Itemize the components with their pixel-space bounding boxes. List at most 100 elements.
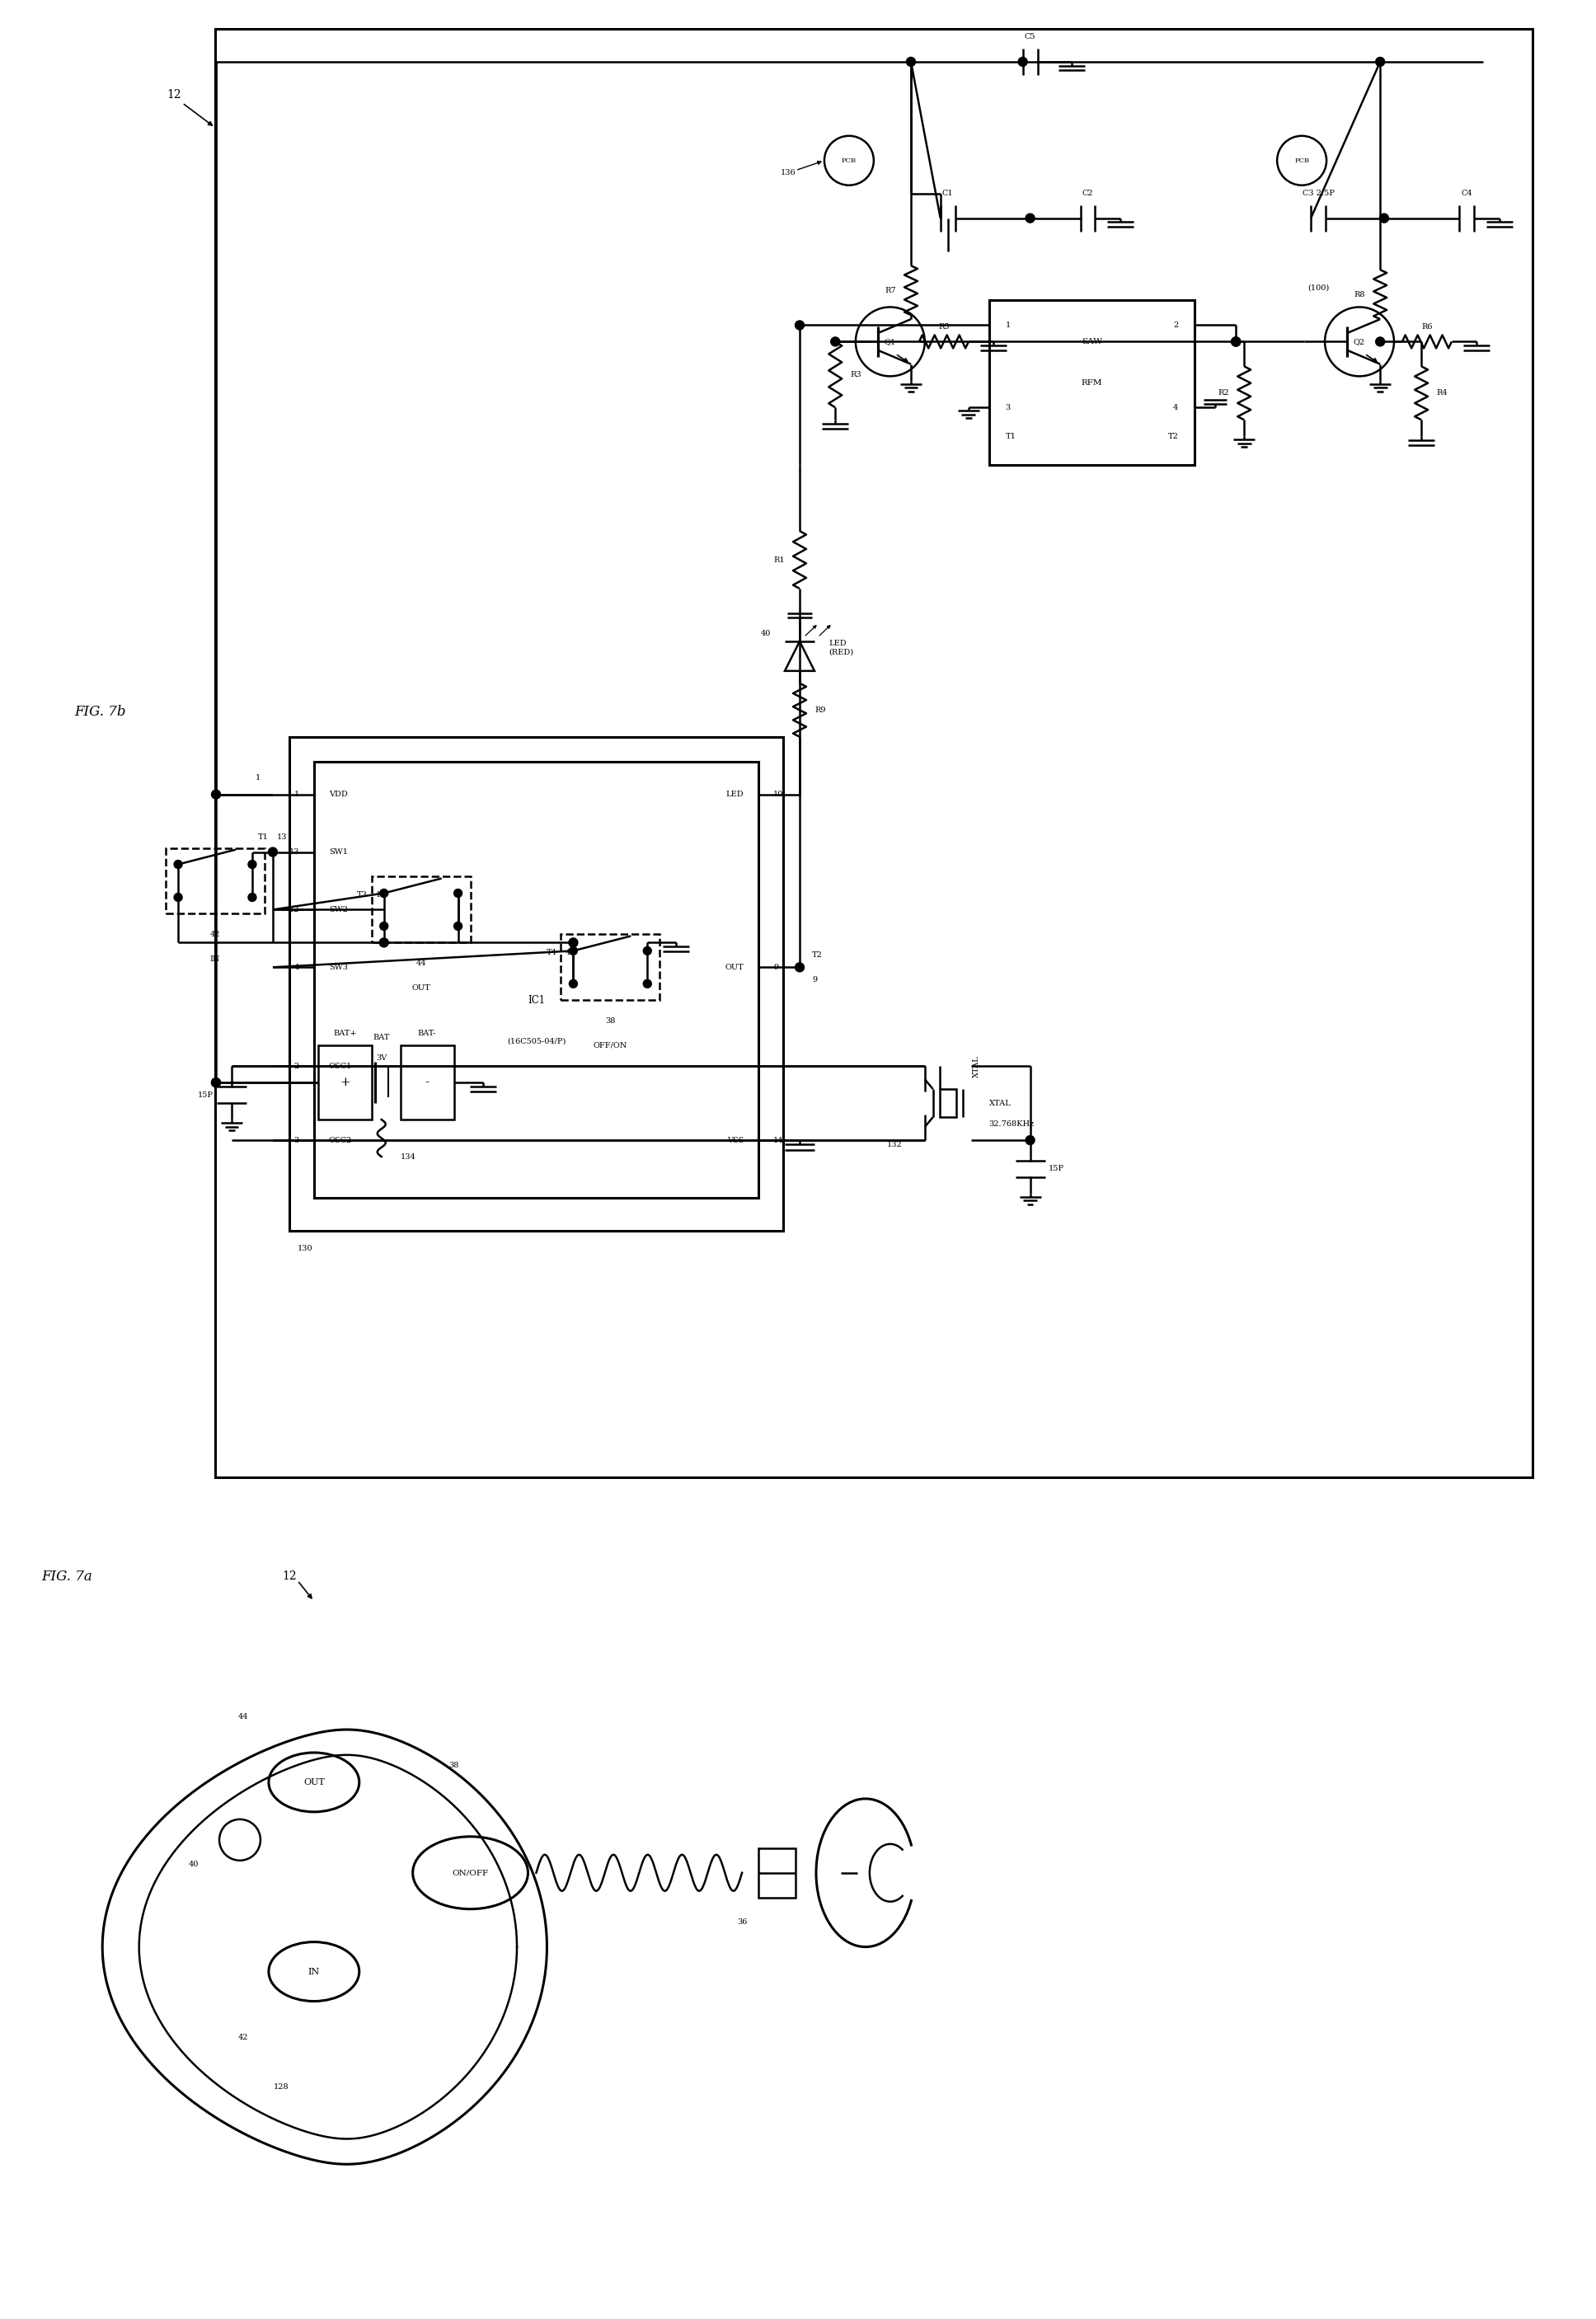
Circle shape bbox=[380, 939, 388, 946]
Circle shape bbox=[643, 979, 651, 988]
Text: C5: C5 bbox=[1025, 32, 1036, 42]
Text: 14: 14 bbox=[774, 1136, 784, 1143]
Text: XTAL: XTAL bbox=[972, 1055, 980, 1076]
Text: Q2: Q2 bbox=[1353, 339, 1365, 346]
Text: R7: R7 bbox=[884, 288, 895, 295]
Text: T2: T2 bbox=[1168, 434, 1178, 441]
Bar bbox=[758, 1848, 795, 1897]
Circle shape bbox=[570, 979, 578, 988]
Text: C4: C4 bbox=[1460, 190, 1472, 197]
Text: 9: 9 bbox=[812, 976, 817, 983]
Bar bbox=[318, 1046, 372, 1120]
Text: R8: R8 bbox=[1355, 290, 1365, 299]
Text: 4: 4 bbox=[565, 948, 570, 955]
Circle shape bbox=[832, 336, 839, 346]
Text: OUT: OUT bbox=[725, 965, 744, 972]
Circle shape bbox=[1018, 58, 1028, 67]
Circle shape bbox=[453, 888, 463, 897]
Circle shape bbox=[1376, 336, 1385, 346]
Text: Q1: Q1 bbox=[884, 339, 895, 346]
Text: PCB: PCB bbox=[841, 158, 857, 165]
Text: 9: 9 bbox=[774, 965, 779, 972]
Text: 130: 130 bbox=[297, 1245, 313, 1252]
Text: SAW: SAW bbox=[1082, 339, 1103, 346]
Text: R6: R6 bbox=[1422, 322, 1433, 332]
Text: 2: 2 bbox=[294, 1062, 298, 1069]
Bar bbox=[215, 28, 1532, 1477]
Text: 136: 136 bbox=[780, 169, 795, 176]
Text: SW3: SW3 bbox=[329, 965, 348, 972]
Text: C3 2.5P: C3 2.5P bbox=[1302, 190, 1334, 197]
Text: 1: 1 bbox=[255, 775, 260, 782]
Circle shape bbox=[795, 320, 804, 329]
Text: RFM: RFM bbox=[1082, 378, 1103, 387]
Text: 44: 44 bbox=[238, 1714, 247, 1721]
Text: OUT: OUT bbox=[412, 983, 431, 993]
Text: R5: R5 bbox=[938, 322, 950, 332]
Circle shape bbox=[247, 860, 257, 870]
Bar bbox=[289, 737, 784, 1231]
Text: IN: IN bbox=[211, 955, 220, 962]
Bar bbox=[560, 935, 659, 999]
Text: XTAL: XTAL bbox=[990, 1099, 1010, 1106]
Text: 12: 12 bbox=[375, 890, 386, 897]
Text: 32.768KHz: 32.768KHz bbox=[990, 1120, 1034, 1127]
Circle shape bbox=[268, 846, 278, 856]
Bar bbox=[372, 877, 471, 942]
Text: R9: R9 bbox=[814, 707, 825, 714]
Text: LED
(RED): LED (RED) bbox=[828, 640, 854, 656]
Text: 15P: 15P bbox=[1049, 1164, 1065, 1173]
Text: 3: 3 bbox=[1005, 404, 1010, 410]
Circle shape bbox=[907, 58, 916, 67]
Circle shape bbox=[212, 1078, 220, 1088]
Bar bbox=[401, 1046, 453, 1120]
Text: IC1: IC1 bbox=[528, 995, 544, 1006]
Text: T4: T4 bbox=[546, 948, 557, 955]
Text: IN: IN bbox=[308, 1967, 319, 1976]
Text: C1: C1 bbox=[942, 190, 953, 197]
Text: 40: 40 bbox=[188, 1860, 200, 1869]
Circle shape bbox=[212, 791, 220, 800]
Circle shape bbox=[643, 946, 651, 955]
Text: BAT+: BAT+ bbox=[334, 1030, 358, 1037]
Bar bbox=[166, 849, 265, 914]
Text: 2: 2 bbox=[1173, 322, 1178, 329]
Text: LED: LED bbox=[726, 791, 744, 798]
Text: VDD: VDD bbox=[329, 791, 348, 798]
Text: 15P: 15P bbox=[198, 1092, 214, 1099]
Text: R4: R4 bbox=[1436, 390, 1448, 397]
Text: 3: 3 bbox=[294, 1136, 298, 1143]
Text: BAT: BAT bbox=[373, 1034, 389, 1041]
Text: (16C505-04/P): (16C505-04/P) bbox=[508, 1037, 565, 1046]
Text: 40: 40 bbox=[761, 631, 771, 638]
Text: T2: T2 bbox=[812, 951, 822, 958]
Text: 42: 42 bbox=[211, 930, 220, 939]
Circle shape bbox=[174, 893, 182, 902]
Text: 12: 12 bbox=[166, 88, 182, 100]
Text: 12: 12 bbox=[289, 907, 298, 914]
Circle shape bbox=[212, 1078, 220, 1088]
Text: R2: R2 bbox=[1218, 390, 1229, 397]
Circle shape bbox=[1232, 336, 1240, 346]
Text: SW2: SW2 bbox=[329, 907, 348, 914]
Circle shape bbox=[1379, 213, 1389, 223]
Text: VSS: VSS bbox=[726, 1136, 744, 1143]
Text: 13: 13 bbox=[289, 849, 298, 856]
Circle shape bbox=[174, 860, 182, 870]
Text: OSC1: OSC1 bbox=[329, 1062, 353, 1069]
Text: 134: 134 bbox=[401, 1153, 417, 1160]
Text: (100): (100) bbox=[1307, 285, 1329, 292]
Bar bbox=[314, 761, 758, 1199]
Circle shape bbox=[1232, 336, 1240, 346]
Text: +: + bbox=[340, 1076, 351, 1088]
Text: OUT: OUT bbox=[303, 1779, 324, 1786]
Text: FIG. 7a: FIG. 7a bbox=[41, 1570, 93, 1584]
Text: 44: 44 bbox=[417, 960, 426, 967]
Bar bbox=[990, 301, 1195, 466]
Circle shape bbox=[453, 923, 463, 930]
Bar bbox=[940, 1090, 956, 1118]
Text: T3: T3 bbox=[358, 890, 367, 897]
Text: BAT-: BAT- bbox=[418, 1030, 436, 1037]
Circle shape bbox=[380, 888, 388, 897]
Text: R1: R1 bbox=[774, 557, 785, 564]
